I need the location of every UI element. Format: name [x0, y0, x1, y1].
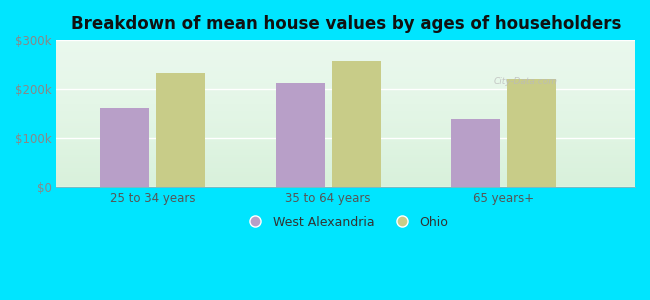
Bar	[507, 79, 556, 187]
Legend: West Alexandria, Ohio: West Alexandria, Ohio	[238, 211, 454, 234]
Bar	[451, 119, 500, 187]
Text: City-Data.com: City-Data.com	[494, 76, 558, 85]
Bar	[276, 83, 325, 187]
Title: Breakdown of mean house values by ages of householders: Breakdown of mean house values by ages o…	[71, 15, 621, 33]
Bar	[100, 108, 150, 187]
Bar	[332, 61, 381, 187]
Bar	[157, 74, 205, 187]
